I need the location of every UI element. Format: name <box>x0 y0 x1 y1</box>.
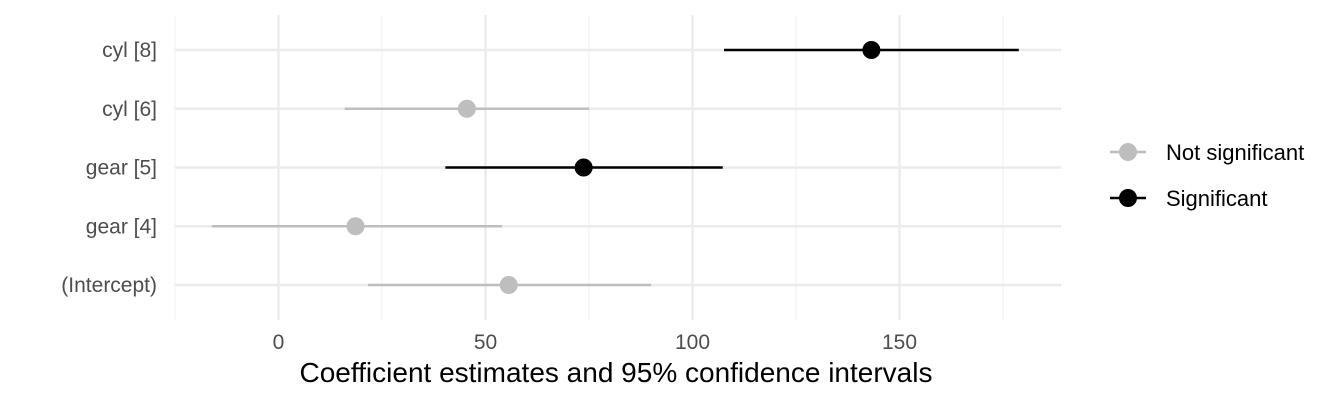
y-tick-label: cyl [8] <box>102 39 157 62</box>
coefficient-point <box>499 276 518 294</box>
coefficient-point <box>862 41 881 59</box>
legend-key-point <box>1119 189 1137 207</box>
legend-label: Not significant <box>1166 140 1304 165</box>
y-tick-label: (Intercept) <box>61 274 157 297</box>
x-tick-label: 50 <box>474 331 497 354</box>
x-tick-label: 100 <box>675 331 710 354</box>
coefficient-point <box>346 217 365 236</box>
coefficient-points <box>346 41 881 294</box>
legend-item: Not significant <box>1110 140 1304 165</box>
y-tick-label: cyl [6] <box>102 98 157 121</box>
legend-label: Significant <box>1166 186 1268 211</box>
coefficient-point <box>574 158 593 177</box>
legend-key-point <box>1119 143 1137 161</box>
y-axis-tick-labels: cyl [8] cyl [6] gear [5] gear [4] (Intercept… <box>61 39 157 297</box>
y-tick-label: gear [4] <box>86 215 157 238</box>
y-tick-label: gear [5] <box>86 157 157 180</box>
coefficient-point <box>457 99 476 118</box>
legend-item: Significant <box>1110 186 1268 211</box>
legend: Not significant Significant <box>1110 140 1304 211</box>
x-tick-label: 150 <box>882 331 917 354</box>
x-axis-title: Coefficient estimates and 95% confidence… <box>300 357 933 388</box>
x-axis-tick-labels: 0 50 100 150 <box>273 331 917 354</box>
x-tick-label: 0 <box>273 331 285 354</box>
